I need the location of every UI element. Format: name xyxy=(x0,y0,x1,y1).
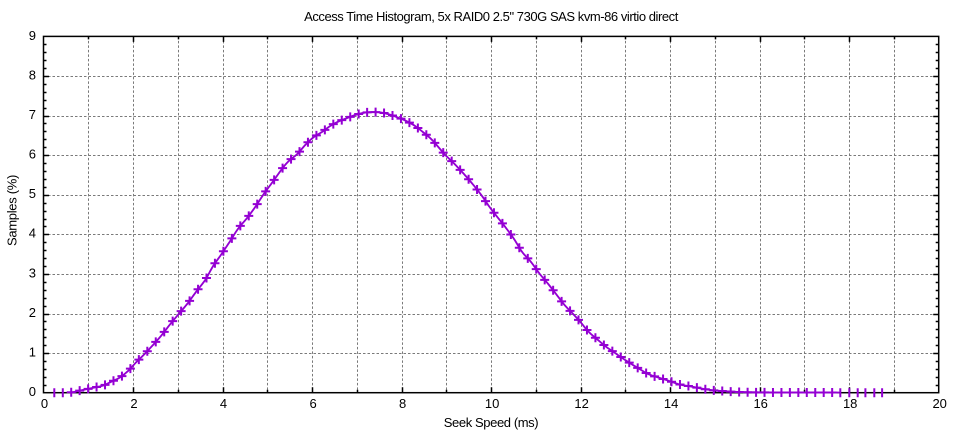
svg-text:7: 7 xyxy=(29,107,36,122)
svg-text:3: 3 xyxy=(29,265,36,280)
svg-text:2: 2 xyxy=(130,396,137,411)
svg-text:0: 0 xyxy=(41,396,48,411)
svg-text:0: 0 xyxy=(29,384,36,399)
svg-text:14: 14 xyxy=(664,396,678,411)
svg-text:9: 9 xyxy=(29,28,36,43)
svg-text:1: 1 xyxy=(29,345,36,360)
svg-text:6: 6 xyxy=(29,147,36,162)
svg-text:4: 4 xyxy=(29,226,36,241)
svg-text:16: 16 xyxy=(753,396,767,411)
svg-text:8: 8 xyxy=(29,67,36,82)
svg-text:6: 6 xyxy=(309,396,316,411)
svg-text:Access Time Histogram, 5x RAID: Access Time Histogram, 5x RAID0 2.5" 730… xyxy=(304,9,679,24)
svg-text:10: 10 xyxy=(485,396,499,411)
svg-text:5: 5 xyxy=(29,186,36,201)
svg-text:4: 4 xyxy=(220,396,227,411)
svg-text:12: 12 xyxy=(574,396,588,411)
svg-text:Samples (%): Samples (%) xyxy=(5,175,20,246)
svg-text:2: 2 xyxy=(29,305,36,320)
svg-text:20: 20 xyxy=(932,396,946,411)
svg-text:8: 8 xyxy=(399,396,406,411)
svg-text:18: 18 xyxy=(843,396,857,411)
svg-text:Seek Speed (ms): Seek Speed (ms) xyxy=(444,415,539,430)
